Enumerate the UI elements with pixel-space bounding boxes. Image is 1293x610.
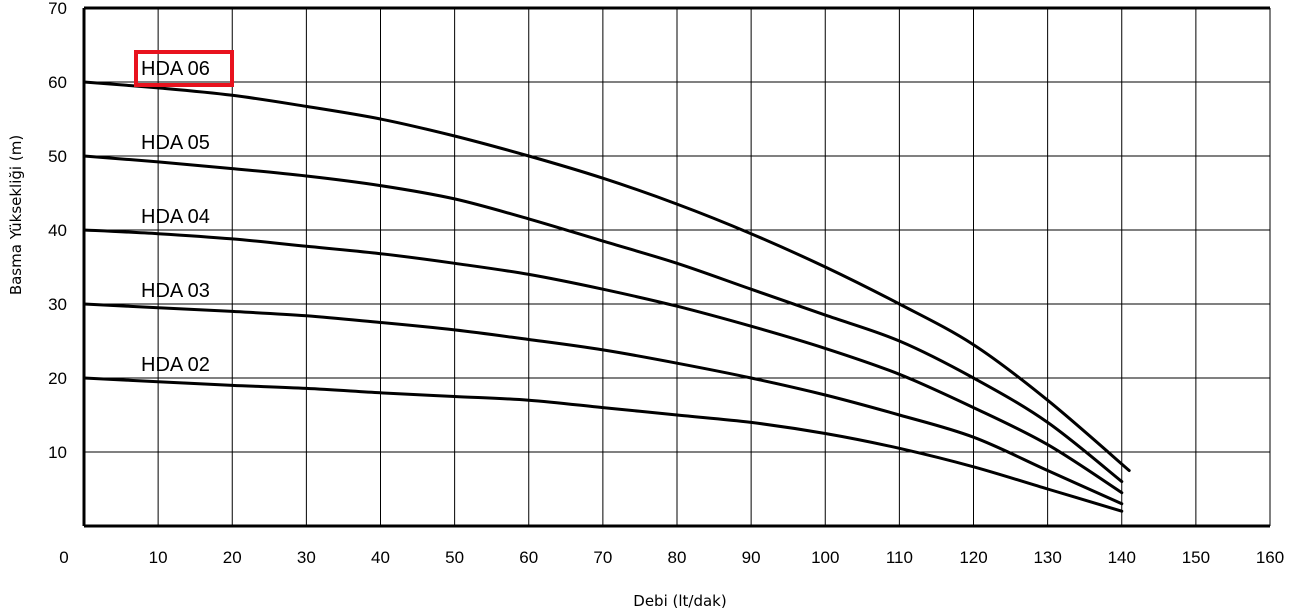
x-tick-label: 140 (1108, 548, 1136, 567)
series-labels: HDA 02 HDA 03 HDA 04 HDA 05 HDA 06 (134, 50, 234, 376)
grid (84, 8, 1270, 526)
highlight-box (134, 50, 234, 87)
x-tick-label: 50 (445, 548, 464, 567)
x-tick-labels: 0 10 20 30 40 50 60 70 80 90 100 110 120 130 140 150 160 (59, 548, 1284, 567)
y-tick-labels: 10 20 30 40 50 60 70 (48, 0, 67, 462)
chart-frame (82, 6, 1271, 528)
x-tick-label: 90 (742, 548, 761, 567)
series-line-hda-04 (82, 228, 1124, 495)
series-label-hda-06: HDA 06 (141, 58, 210, 80)
x-tick-label: 20 (223, 548, 242, 567)
x-tick-label: 10 (149, 548, 168, 567)
x-tick-label: 110 (886, 548, 913, 567)
x-tick-label: 60 (519, 548, 538, 567)
series-lines (82, 80, 1131, 513)
series-line-hda-06 (82, 80, 1131, 472)
y-tick-label: 10 (48, 443, 67, 462)
series-line-hda-02 (82, 376, 1124, 513)
x-tick-label: 160 (1256, 548, 1284, 567)
series-line-hda-03 (82, 302, 1124, 506)
x-tick-label: 40 (371, 548, 390, 567)
y-tick-label: 60 (48, 73, 67, 92)
x-axis-title: Debi (lt/dak) (633, 592, 726, 610)
series-label-hda-04: HDA 04 (141, 206, 210, 228)
x-tick-label: 130 (1033, 548, 1061, 567)
x-tick-label: 0 (59, 548, 68, 567)
series-label-hda-02: HDA 02 (141, 354, 210, 376)
series-line-hda-05 (82, 154, 1124, 484)
y-tick-label: 40 (48, 221, 67, 240)
y-axis-title: Basma Yüksekliği (m) (7, 135, 25, 295)
x-tick-label: 80 (668, 548, 687, 567)
x-tick-label: 30 (297, 548, 316, 567)
y-tick-label: 50 (48, 147, 67, 166)
x-tick-label: 150 (1182, 548, 1210, 567)
series-label-hda-05: HDA 05 (141, 132, 210, 154)
series-label-hda-03: HDA 03 (141, 280, 210, 302)
x-tick-label: 120 (959, 548, 987, 567)
x-tick-label: 100 (811, 548, 839, 567)
y-tick-label: 30 (48, 295, 67, 314)
y-tick-label: 70 (48, 0, 67, 18)
x-tick-label: 70 (593, 548, 612, 567)
y-tick-label: 20 (48, 369, 67, 388)
